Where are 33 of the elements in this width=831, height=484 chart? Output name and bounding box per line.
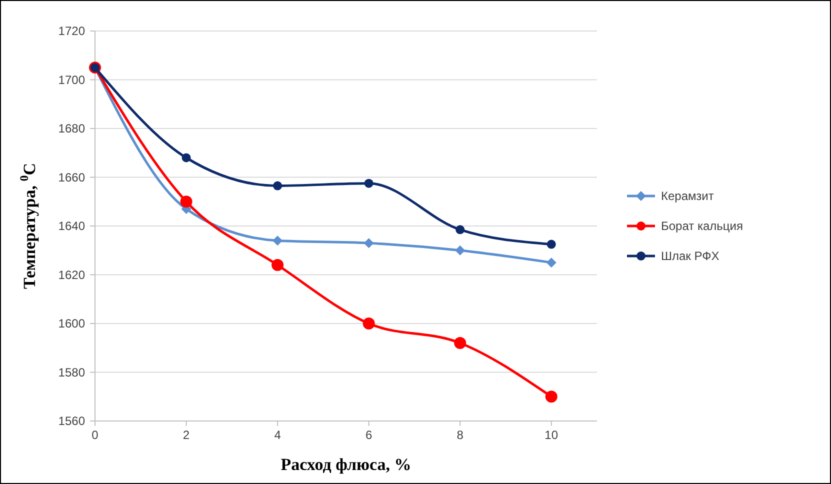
x-tick-label: 4 — [274, 428, 282, 442]
point — [546, 258, 556, 268]
legend-label: Керамзит — [661, 189, 714, 203]
point — [272, 236, 283, 246]
point — [546, 240, 556, 249]
point — [273, 181, 282, 190]
point — [364, 178, 374, 188]
x-tick-label: 10 — [544, 428, 558, 442]
y-tick-label: 1720 — [58, 24, 86, 38]
y-tick-label: 1640 — [58, 219, 86, 233]
point — [272, 259, 284, 271]
point — [454, 337, 466, 349]
point — [545, 390, 558, 403]
point — [182, 153, 191, 162]
y-tick-label: 1660 — [58, 170, 86, 184]
y-tick-label: 1580 — [58, 365, 86, 380]
x-tick-label: 0 — [92, 428, 99, 442]
y-tick-label: 1600 — [58, 316, 86, 330]
legend-label: Шлак РФХ — [661, 249, 720, 263]
x-tick-label: 6 — [365, 428, 372, 442]
point — [455, 245, 466, 256]
x-tick-label: 8 — [456, 428, 464, 442]
point — [362, 318, 375, 330]
y-tick-label: 1680 — [58, 122, 86, 136]
point — [456, 225, 465, 234]
x-tick-label: 2 — [182, 428, 190, 442]
y-tick-label: 1620 — [58, 268, 86, 282]
x-axis-title: Расход флюса, % — [280, 455, 412, 474]
point — [180, 196, 192, 208]
y-tick-label: 1700 — [58, 72, 86, 87]
legend-label: Борат кальция — [661, 219, 743, 233]
y-tick-label: 1560 — [58, 414, 86, 428]
point — [364, 238, 374, 248]
